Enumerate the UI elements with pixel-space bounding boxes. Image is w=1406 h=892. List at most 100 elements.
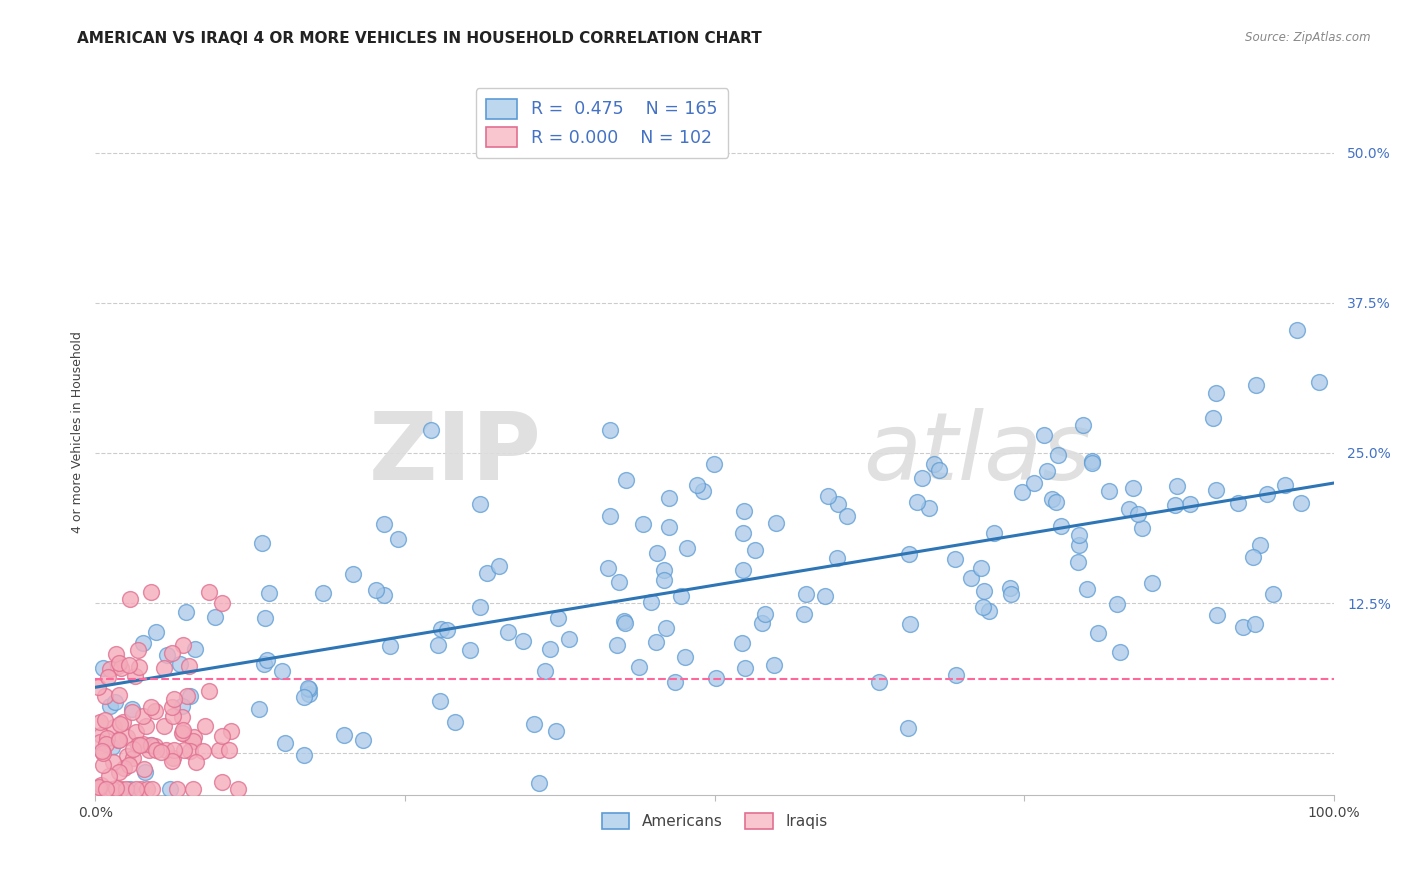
Point [645, 546, 668, 560]
Point [100, 740, 122, 755]
Point [141, 700, 163, 714]
Point [132, 762, 155, 776]
Point [419, 423, 441, 437]
Point [98, 662, 121, 676]
Point [117, 730, 139, 744]
Text: Source: ZipAtlas.com: Source: ZipAtlas.com [1246, 31, 1371, 45]
Point [218, 742, 240, 756]
Point [127, 642, 149, 657]
Point [159, 782, 181, 797]
Point [108, 733, 131, 747]
Point [179, 689, 201, 703]
Point [1241, 550, 1264, 565]
Point [253, 657, 276, 671]
Point [731, 635, 754, 649]
Point [538, 641, 561, 656]
Point [211, 729, 233, 743]
Point [131, 782, 153, 797]
Point [141, 738, 163, 752]
Point [160, 699, 183, 714]
Text: atlas: atlas [863, 409, 1091, 500]
Point [599, 509, 621, 524]
Point [166, 782, 188, 797]
Point [172, 726, 194, 740]
Point [172, 638, 194, 652]
Point [703, 457, 725, 471]
Point [184, 755, 207, 769]
Point [107, 659, 129, 673]
Point [145, 742, 167, 756]
Point [658, 520, 681, 534]
Point [960, 571, 983, 585]
Point [458, 642, 481, 657]
Point [1226, 496, 1249, 510]
Point [426, 638, 449, 652]
Point [373, 517, 395, 532]
Point [1067, 555, 1090, 569]
Point [298, 687, 321, 701]
Point [163, 742, 186, 756]
Point [259, 586, 281, 600]
Point [118, 658, 141, 673]
Point [118, 758, 141, 772]
Point [1244, 617, 1267, 632]
Point [94, 713, 117, 727]
Point [160, 755, 183, 769]
Point [654, 563, 676, 577]
Point [652, 573, 675, 587]
Point [211, 774, 233, 789]
Point [156, 648, 179, 663]
Point [125, 782, 148, 797]
Point [496, 624, 519, 639]
Point [184, 641, 207, 656]
Point [163, 691, 186, 706]
Point [1036, 464, 1059, 478]
Point [169, 657, 191, 671]
Y-axis label: 4 or more Vehicles in Household: 4 or more Vehicles in Household [72, 331, 84, 533]
Point [977, 604, 1000, 618]
Point [172, 698, 194, 713]
Point [669, 589, 692, 603]
Point [176, 606, 198, 620]
Point [793, 607, 815, 621]
Point [905, 495, 928, 509]
Point [1040, 491, 1063, 506]
Point [898, 547, 921, 561]
Point [1249, 538, 1271, 552]
Point [96, 782, 118, 797]
Point [127, 739, 149, 753]
Point [103, 720, 125, 734]
Point [817, 489, 839, 503]
Point [143, 739, 166, 753]
Point [136, 782, 159, 797]
Point [198, 584, 221, 599]
Point [744, 542, 766, 557]
Point [107, 689, 129, 703]
Point [97, 769, 120, 783]
Point [1178, 497, 1201, 511]
Point [87, 782, 110, 797]
Point [170, 726, 193, 740]
Point [1033, 427, 1056, 442]
Point [631, 516, 654, 531]
Point [89, 728, 111, 742]
Point [1308, 375, 1330, 389]
Point [121, 702, 143, 716]
Point [1205, 483, 1227, 498]
Point [751, 615, 773, 630]
Point [1166, 479, 1188, 493]
Point [298, 682, 321, 697]
Point [219, 724, 242, 739]
Point [1130, 521, 1153, 535]
Point [111, 714, 134, 729]
Point [429, 622, 451, 636]
Point [143, 704, 166, 718]
Point [814, 589, 837, 603]
Point [488, 559, 510, 574]
Point [664, 674, 686, 689]
Point [734, 504, 756, 518]
Point [129, 738, 152, 752]
Point [89, 735, 111, 749]
Point [628, 660, 651, 674]
Point [352, 732, 374, 747]
